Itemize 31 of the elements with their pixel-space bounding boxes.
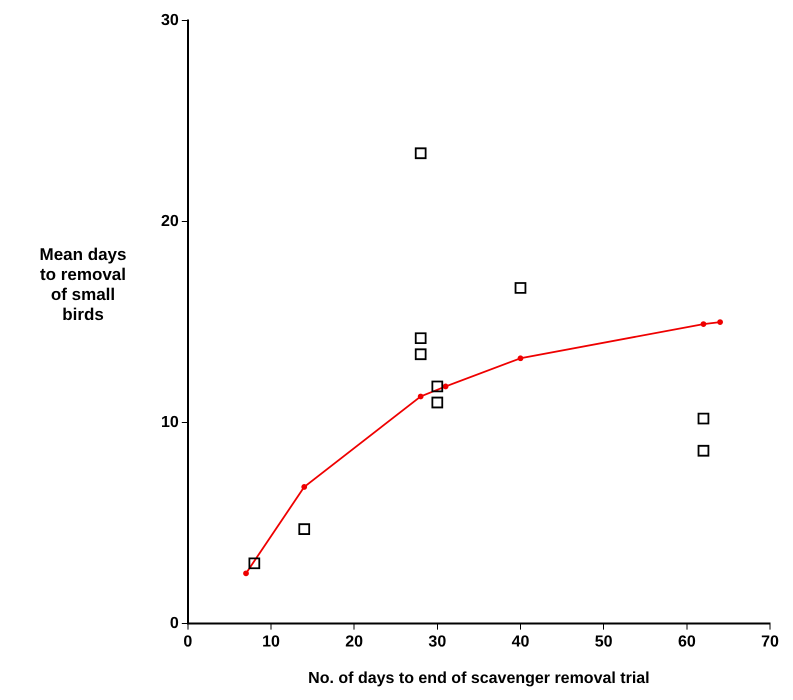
x-tick-label: 10 [262, 634, 280, 651]
y-tick-label: 30 [161, 12, 179, 30]
point [700, 321, 706, 328]
y-tick-label: 20 [161, 213, 179, 230]
point [431, 396, 444, 408]
point [414, 147, 427, 160]
point [418, 394, 424, 400]
point [518, 355, 524, 362]
point [243, 570, 249, 576]
x-tick-label: 60 [678, 634, 696, 651]
point [301, 484, 308, 490]
x-tick-label: 50 [594, 634, 613, 651]
point [414, 348, 427, 360]
point [514, 282, 526, 294]
x-axis-title: No. of days to end of scavenger removal trial [308, 670, 650, 687]
x-tick-label: 40 [512, 634, 530, 651]
y-tick-label: 0 [170, 615, 179, 632]
point [717, 319, 723, 325]
x-tick-label: 0 [183, 634, 192, 651]
point [248, 557, 260, 570]
x-tick-label: 30 [428, 634, 446, 651]
point [698, 444, 710, 457]
y-tick-label: 10 [161, 414, 179, 432]
x-tick-label: 20 [345, 634, 364, 651]
point [698, 412, 710, 424]
y-axis-title: Mean days to removal of small birds [38, 245, 128, 325]
point [442, 384, 449, 390]
point [431, 380, 444, 392]
x-tick-label: 70 [761, 634, 779, 651]
point [414, 332, 427, 344]
point [298, 523, 310, 535]
